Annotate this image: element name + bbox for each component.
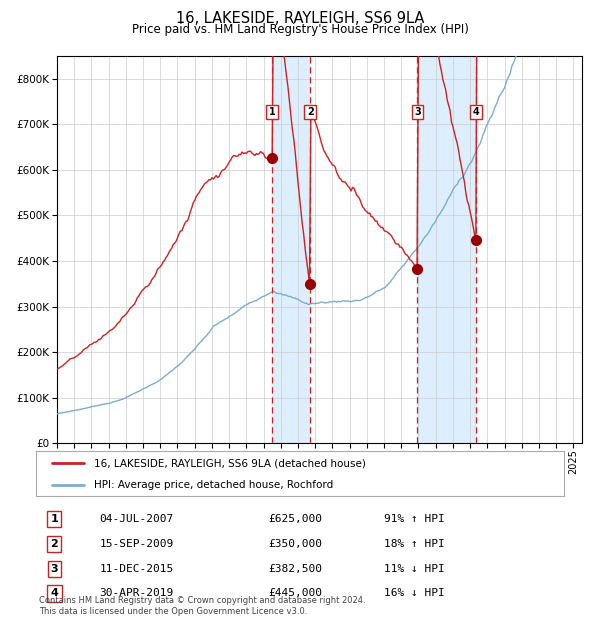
Text: 2: 2 [50, 539, 58, 549]
Text: 11-DEC-2015: 11-DEC-2015 [100, 564, 173, 574]
Text: 18% ↑ HPI: 18% ↑ HPI [385, 539, 445, 549]
Text: 1: 1 [50, 514, 58, 524]
Bar [272, 56, 310, 443]
Text: 16% ↓ HPI: 16% ↓ HPI [385, 588, 445, 598]
Bar [418, 56, 476, 443]
Text: 4: 4 [50, 588, 58, 598]
Text: Price paid vs. HM Land Registry's House Price Index (HPI): Price paid vs. HM Land Registry's House … [131, 23, 469, 36]
Text: 15-SEP-2009: 15-SEP-2009 [100, 539, 173, 549]
Text: 4: 4 [472, 107, 479, 117]
Text: £625,000: £625,000 [268, 514, 322, 524]
Text: 16, LAKESIDE, RAYLEIGH, SS6 9LA (detached house): 16, LAKESIDE, RAYLEIGH, SS6 9LA (detache… [94, 458, 366, 469]
Text: 16, LAKESIDE, RAYLEIGH, SS6 9LA: 16, LAKESIDE, RAYLEIGH, SS6 9LA [176, 11, 424, 25]
Text: £382,500: £382,500 [268, 564, 322, 574]
Text: HPI: Average price, detached house, Rochford: HPI: Average price, detached house, Roch… [94, 480, 334, 490]
Text: £445,000: £445,000 [268, 588, 322, 598]
Text: 11% ↓ HPI: 11% ↓ HPI [385, 564, 445, 574]
Text: 91% ↑ HPI: 91% ↑ HPI [385, 514, 445, 524]
Text: Contains HM Land Registry data © Crown copyright and database right 2024.
This d: Contains HM Land Registry data © Crown c… [39, 596, 365, 616]
Text: 2: 2 [307, 107, 314, 117]
Text: 04-JUL-2007: 04-JUL-2007 [100, 514, 173, 524]
Text: 3: 3 [414, 107, 421, 117]
Text: 1: 1 [269, 107, 275, 117]
Text: 3: 3 [50, 564, 58, 574]
Text: 30-APR-2019: 30-APR-2019 [100, 588, 173, 598]
Text: £350,000: £350,000 [268, 539, 322, 549]
